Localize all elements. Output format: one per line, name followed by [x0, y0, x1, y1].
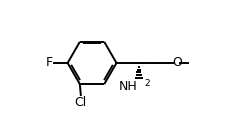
- Text: Cl: Cl: [75, 96, 87, 109]
- Text: NH: NH: [119, 80, 138, 93]
- Text: F: F: [45, 56, 52, 70]
- Text: 2: 2: [144, 79, 150, 88]
- Text: O: O: [172, 56, 182, 70]
